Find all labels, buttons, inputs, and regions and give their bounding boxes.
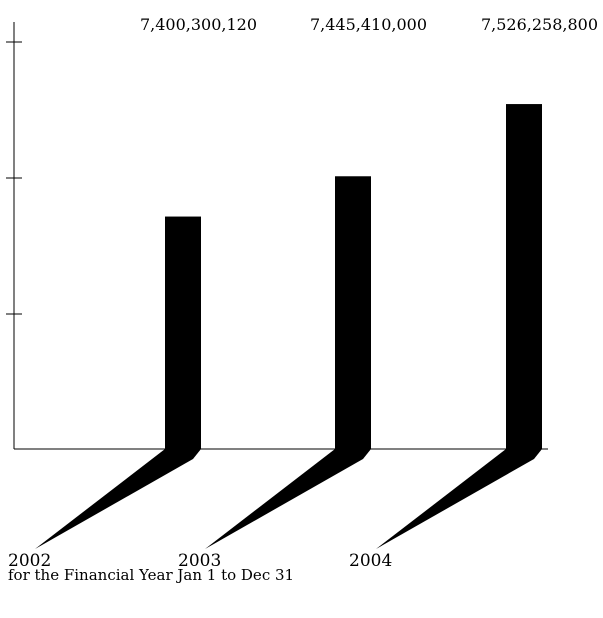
bar [506, 104, 542, 450]
bar-shadow [376, 449, 542, 549]
bar-shadow [35, 449, 201, 549]
data-label: 7,400,300,120 [140, 15, 257, 34]
bar-shadow [205, 449, 371, 549]
x-tick-label: 2004 [349, 551, 392, 571]
x-tick-label: 2003 [178, 551, 221, 571]
x-tick-label: 2002 [8, 551, 51, 571]
chart-footnote: for the Financial Year Jan 1 to Dec 31 [8, 566, 295, 584]
bar [165, 216, 201, 449]
bar [335, 176, 371, 449]
data-label: 7,526,258,800 [481, 15, 598, 34]
data-label: 7,445,410,000 [310, 15, 427, 34]
